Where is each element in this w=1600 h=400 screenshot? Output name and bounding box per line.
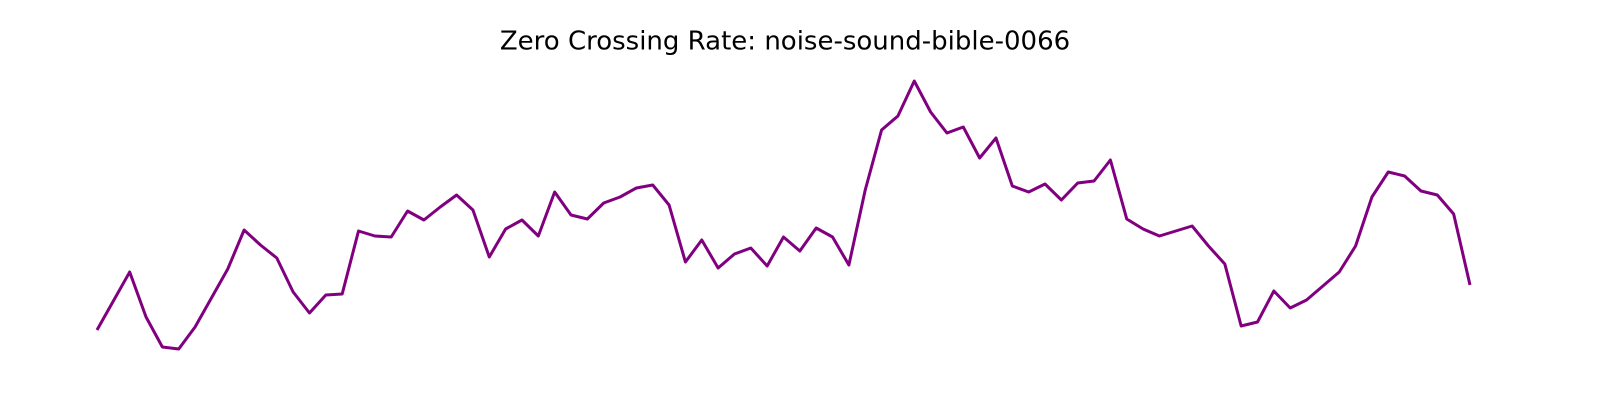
zcr-line (95, 79, 1472, 351)
chart-title: Zero Crossing Rate: noise-sound-bible-00… (500, 27, 1070, 57)
